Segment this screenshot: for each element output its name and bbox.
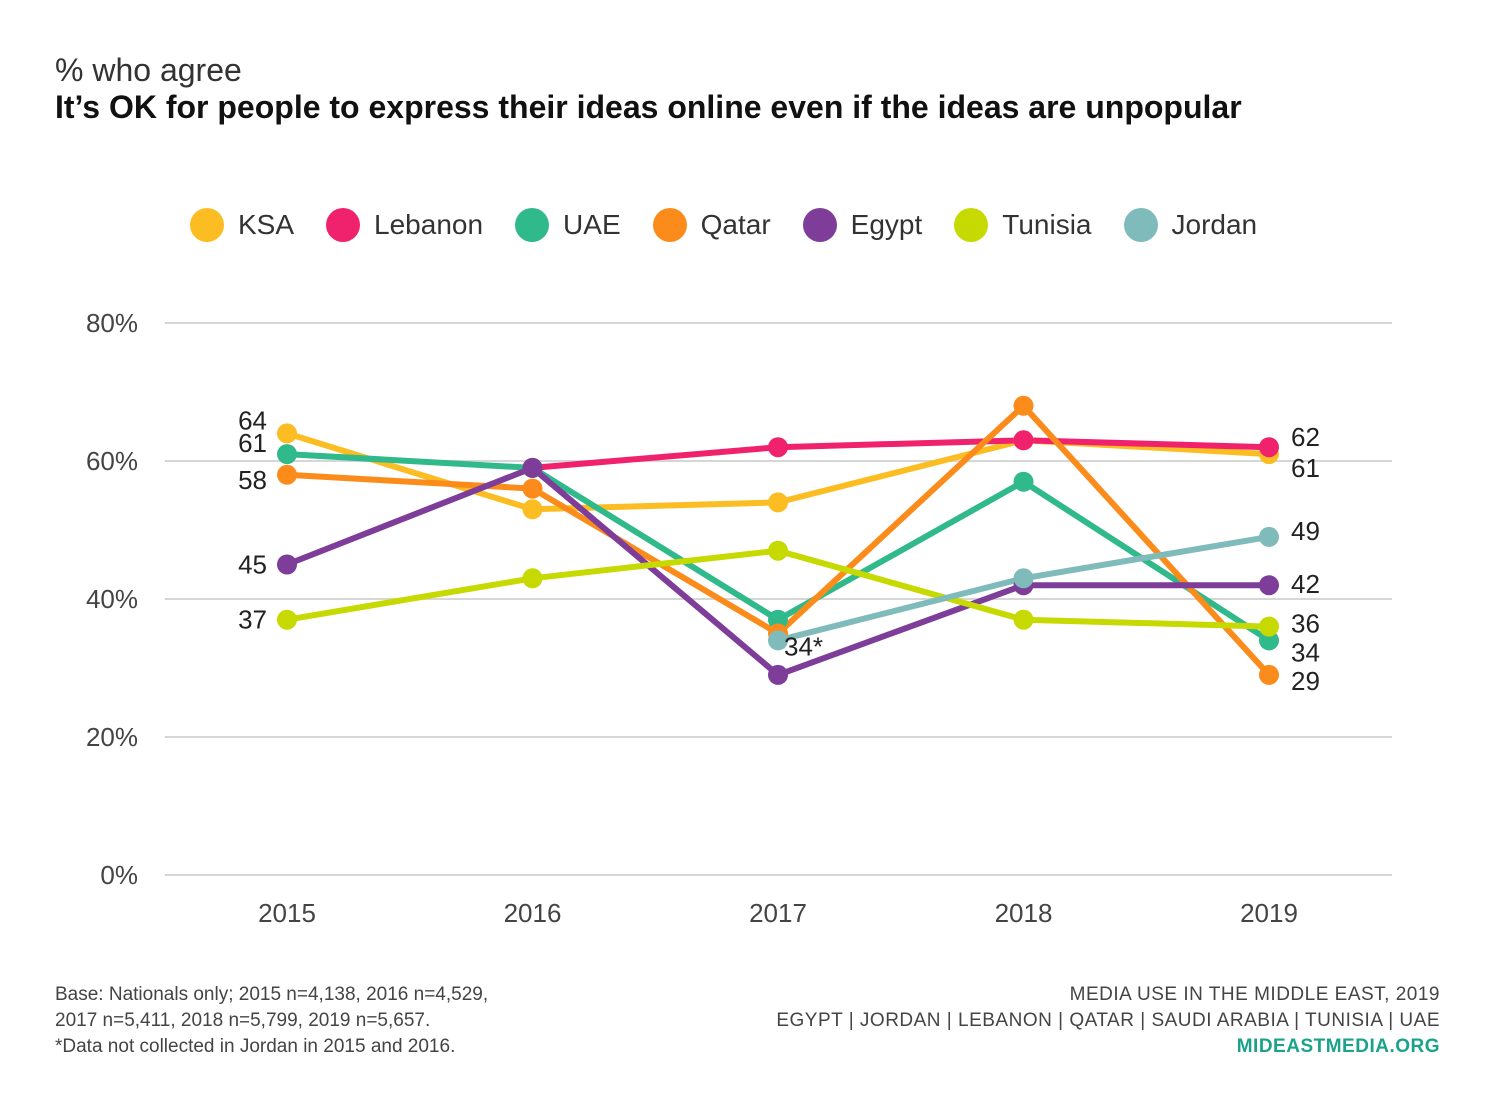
legend-item-egypt: Egypt	[802, 208, 923, 242]
x-tick-label: 2017	[749, 898, 807, 928]
footnote-line: Base: Nationals only; 2015 n=4,138, 2016…	[55, 984, 489, 1005]
data-point-qatar	[1013, 395, 1034, 416]
source-block: MEDIA USE IN THE MIDDLE EAST, 2019 EGYPT…	[776, 982, 1440, 1060]
data-point-egypt	[1259, 575, 1279, 596]
data-point-uae	[768, 609, 788, 630]
legend-swatch	[515, 208, 550, 242]
data-label: 62	[1291, 422, 1320, 452]
x-tick-label: 2019	[1240, 898, 1298, 928]
data-point-lebanon	[1259, 437, 1279, 458]
y-tick-label: 60%	[86, 446, 138, 476]
data-label: 36	[1291, 609, 1320, 639]
data-point-tunisia	[277, 609, 297, 630]
y-tick-label: 80%	[86, 308, 138, 338]
data-point-egypt	[277, 554, 297, 575]
data-point-uae	[1013, 471, 1034, 492]
footnote: Base: Nationals only; 2015 n=4,138, 2016…	[55, 982, 488, 1060]
legend-item-qatar: Qatar	[652, 208, 771, 242]
data-point-lebanon	[768, 437, 788, 458]
data-point-jordan	[1013, 568, 1034, 589]
data-point-uae	[1259, 630, 1279, 651]
data-label: 42	[1291, 569, 1320, 599]
legend-swatch	[326, 208, 361, 242]
legend-label: Lebanon	[374, 209, 484, 240]
data-label: 34*	[784, 631, 823, 661]
legend-label: Qatar	[700, 209, 771, 240]
data-label: 34	[1291, 637, 1320, 667]
data-point-jordan	[768, 630, 788, 651]
footnote-line: *Data not collected in Jordan in 2015 an…	[55, 1036, 456, 1057]
data-point-ksa	[522, 499, 543, 520]
data-point-qatar	[1259, 664, 1279, 685]
data-label: 61	[1291, 453, 1320, 483]
source-url[interactable]: MIDEASTMEDIA.ORG	[1236, 1036, 1440, 1057]
series-line-lebanon	[529, 437, 1272, 471]
legend-label: Jordan	[1171, 209, 1258, 240]
data-point-tunisia	[1013, 609, 1034, 630]
legend-item-tunisia: Tunisia	[954, 208, 1092, 242]
source-countries: EGYPT | JORDAN | LEBANON | QATAR | SAUDI…	[776, 1010, 1440, 1031]
legend-swatch	[190, 208, 224, 242]
data-label: 61	[238, 428, 267, 458]
legend-item-ksa: KSA	[190, 208, 294, 242]
legend-item-uae: UAE	[515, 208, 621, 242]
data-point-tunisia	[768, 540, 788, 561]
x-tick-label: 2018	[995, 898, 1053, 928]
data-point-ksa	[768, 492, 788, 513]
legend-swatch	[652, 208, 687, 242]
legend-swatch	[1123, 208, 1158, 242]
legend-label: Tunisia	[1002, 209, 1092, 240]
data-point-lebanon	[1013, 430, 1034, 451]
x-tick-label: 2016	[504, 898, 562, 928]
legend-item-jordan: Jordan	[1123, 208, 1258, 242]
data-label: 37	[238, 605, 267, 635]
data-point-uae	[277, 444, 297, 465]
footnote-line: 2017 n=5,411, 2018 n=5,799, 2019 n=5,657…	[55, 1010, 431, 1031]
y-tick-label: 20%	[86, 722, 138, 752]
chart-subtitle: % who agree	[55, 52, 242, 88]
legend-label: KSA	[238, 209, 295, 240]
source-title: MEDIA USE IN THE MIDDLE EAST, 2019	[1069, 984, 1440, 1005]
data-point-egypt	[768, 664, 788, 685]
legend-swatch	[802, 208, 837, 242]
legend-label: UAE	[563, 209, 621, 240]
data-point-qatar	[522, 478, 543, 499]
legend-item-lebanon: Lebanon	[326, 208, 483, 242]
data-label: 29	[1291, 666, 1320, 696]
data-point-tunisia	[522, 568, 543, 589]
chart-title: It’s OK for people to express their idea…	[55, 89, 1242, 125]
data-label: 58	[238, 465, 267, 495]
y-tick-label: 40%	[86, 584, 138, 614]
legend-label: Egypt	[850, 209, 923, 240]
data-point-tunisia	[1259, 616, 1279, 637]
legend-swatch	[954, 208, 989, 242]
data-point-qatar	[277, 464, 297, 485]
data-label: 64	[238, 405, 267, 435]
x-tick-label: 2015	[258, 898, 316, 928]
data-label: 49	[1291, 516, 1320, 546]
data-point-egypt	[522, 457, 543, 478]
data-label: 45	[238, 550, 267, 580]
data-point-ksa	[277, 423, 297, 444]
legend: KSA Lebanon UAE Qatar Egypt Tunisia Jordan	[190, 208, 1289, 242]
y-tick-label: 0%	[100, 860, 138, 890]
data-point-jordan	[1259, 526, 1279, 547]
